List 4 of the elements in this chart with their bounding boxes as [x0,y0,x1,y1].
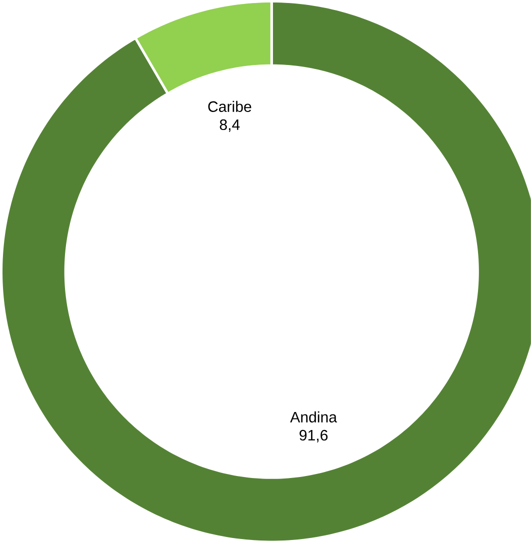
slice-label: Caribe [208,100,252,112]
slice-label: Andina [290,411,338,422]
data-label: 8,4 [220,119,240,132]
data-label: 91,6 [300,430,328,442]
